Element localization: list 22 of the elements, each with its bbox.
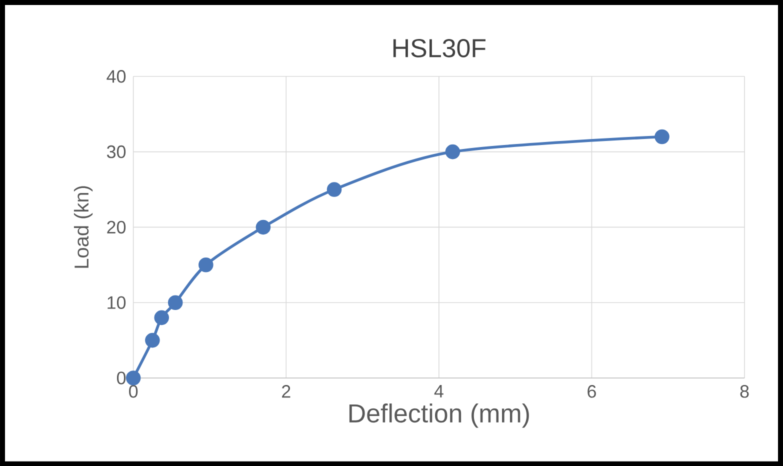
chart-title: HSL30F — [393, 38, 486, 58]
point — [198, 257, 214, 272]
y-tick-label: 30 — [106, 145, 126, 158]
point — [126, 370, 141, 386]
x-tick-label: 8 — [740, 384, 749, 398]
x-tick-label: 2 — [282, 384, 290, 398]
y-tick-label: 10 — [108, 296, 126, 309]
point — [145, 332, 160, 348]
y-tick-label: 40 — [106, 70, 126, 83]
point — [326, 182, 342, 197]
point — [654, 129, 670, 144]
point — [168, 295, 183, 310]
y-tick-label: 20 — [107, 220, 126, 234]
point — [154, 310, 169, 325]
y-tick-label: 0 — [116, 371, 126, 384]
y-axis-title: Load (kn) — [74, 186, 93, 268]
point — [256, 220, 271, 234]
x-tick-label: 0 — [129, 384, 138, 398]
point — [445, 144, 460, 160]
x-axis-title: Deflection (mm) — [349, 403, 529, 428]
x-tick-label: 4 — [434, 384, 444, 398]
x-tick-label: 6 — [588, 384, 596, 398]
